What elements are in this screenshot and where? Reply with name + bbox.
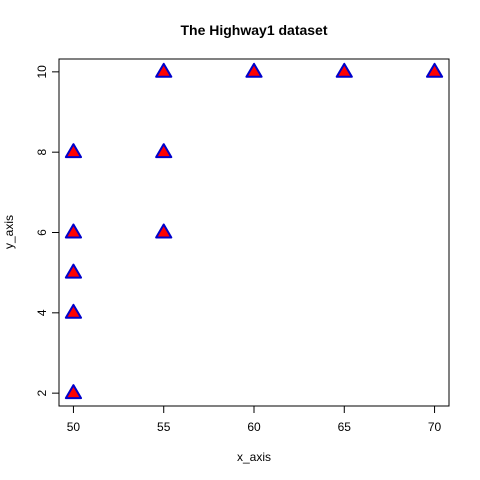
- x-tick-label: 70: [428, 420, 442, 434]
- x-axis-label: x_axis: [237, 450, 271, 464]
- data-points: [64, 62, 444, 400]
- data-point-triangle: [155, 223, 173, 239]
- y-axis: 2 4 6 8 10: [35, 65, 60, 396]
- y-tick-label: 8: [35, 149, 49, 156]
- y-tick-label: 6: [35, 229, 49, 236]
- chart-title: The Highway1 dataset: [180, 22, 327, 38]
- data-point-triangle: [155, 62, 173, 78]
- data-point-triangle: [425, 62, 444, 78]
- data-point-triangle: [64, 384, 83, 400]
- x-tick-label: 60: [247, 420, 261, 434]
- data-point-triangle: [64, 143, 83, 159]
- data-point-triangle: [245, 62, 263, 78]
- x-tick-label: 65: [338, 420, 352, 434]
- y-tick-label: 2: [35, 389, 49, 396]
- y-axis-label: y_axis: [2, 215, 16, 249]
- plot-frame: [58, 58, 450, 407]
- data-point-triangle: [64, 303, 83, 319]
- y-tick-label: 4: [35, 309, 49, 316]
- x-tick-label: 50: [67, 420, 81, 434]
- data-point-triangle: [155, 143, 173, 159]
- y-tick-label: 10: [35, 65, 49, 79]
- data-point-triangle: [335, 62, 353, 78]
- x-tick-label: 55: [157, 420, 171, 434]
- data-point-triangle: [64, 263, 83, 279]
- data-point-triangle: [64, 223, 83, 239]
- x-axis: 50 55 60 65 70: [67, 405, 442, 434]
